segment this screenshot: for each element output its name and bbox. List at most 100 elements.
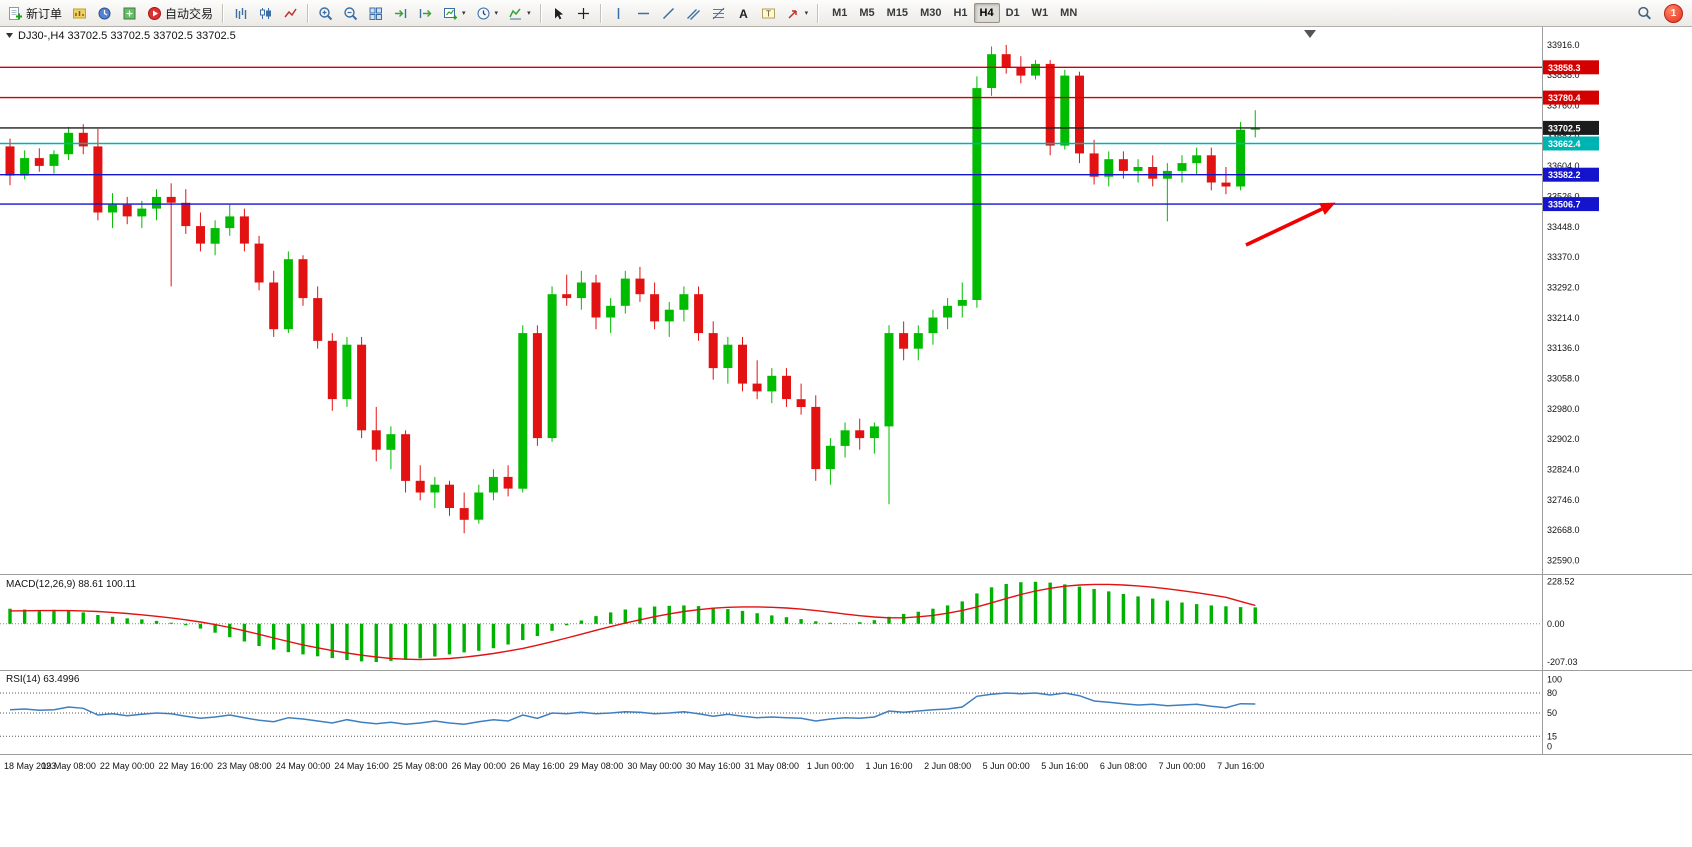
svg-text:26 May 16:00: 26 May 16:00 bbox=[510, 761, 565, 771]
svg-text:32824.0: 32824.0 bbox=[1547, 465, 1580, 475]
svg-text:33582.2: 33582.2 bbox=[1548, 170, 1581, 180]
svg-text:100: 100 bbox=[1547, 675, 1562, 685]
arrows-button[interactable]: ▾ bbox=[781, 2, 814, 24]
horizontal-line-button[interactable] bbox=[631, 2, 656, 24]
svg-text:30 May 00:00: 30 May 00:00 bbox=[627, 761, 682, 771]
trendline-button[interactable] bbox=[656, 2, 681, 24]
timeframe-w1-button[interactable]: W1 bbox=[1026, 3, 1055, 23]
svg-text:2 Jun 08:00: 2 Jun 08:00 bbox=[924, 761, 971, 771]
timeframe-h4-button[interactable]: H4 bbox=[973, 3, 1000, 23]
timeframe-toolbar: M1 M5 M15 M30 H1 H4 D1 W1 MN bbox=[826, 3, 1083, 23]
toolbar-separator bbox=[599, 3, 602, 23]
text-label-button[interactable]: T bbox=[756, 2, 781, 24]
price-chart-svg[interactable]: 33916.0 33838.0 33760.0 33682.0 33604.0 33526… bbox=[0, 27, 1692, 842]
timeframe-m30-button[interactable]: M30 bbox=[914, 3, 947, 23]
indicators-button[interactable]: ▾ bbox=[503, 2, 536, 24]
new-order-icon bbox=[8, 6, 23, 21]
svg-text:50: 50 bbox=[1547, 708, 1557, 718]
candlestick-series bbox=[5, 44, 1260, 534]
svg-text:33058.0: 33058.0 bbox=[1547, 374, 1580, 384]
crosshair-button[interactable] bbox=[571, 2, 596, 24]
new-order-button[interactable]: 新订单 bbox=[3, 2, 67, 24]
horizontal-price-lines[interactable] bbox=[0, 66, 1542, 205]
toolbar-right-group: 1 bbox=[1632, 2, 1689, 24]
channel-button[interactable] bbox=[681, 2, 706, 24]
toolbar-separator bbox=[817, 3, 820, 23]
auto-scroll-button[interactable] bbox=[388, 2, 413, 24]
navigator-button[interactable] bbox=[117, 2, 142, 24]
timeframe-mn-button[interactable]: MN bbox=[1054, 3, 1083, 23]
chart-shift-marker[interactable] bbox=[1304, 30, 1316, 38]
svg-text:33370.0: 33370.0 bbox=[1547, 252, 1580, 262]
svg-text:33760.0: 33760.0 bbox=[1547, 101, 1580, 111]
svg-text:5 Jun 00:00: 5 Jun 00:00 bbox=[983, 761, 1030, 771]
zoom-in-button[interactable] bbox=[313, 2, 338, 24]
svg-text:30 May 16:00: 30 May 16:00 bbox=[686, 761, 741, 771]
cursor-button[interactable] bbox=[546, 2, 571, 24]
chart-window[interactable]: 33916.0 33838.0 33760.0 33682.0 33604.0 33526… bbox=[0, 27, 1692, 842]
text-icon: A bbox=[736, 6, 751, 21]
svg-text:33604.0: 33604.0 bbox=[1547, 161, 1580, 171]
zoom-out-icon bbox=[343, 6, 358, 21]
periods-button[interactable]: ▾ bbox=[471, 2, 504, 24]
crosshair-icon bbox=[576, 6, 591, 21]
line-chart-button[interactable] bbox=[278, 2, 303, 24]
line-chart-icon bbox=[283, 6, 298, 21]
tile-windows-button[interactable] bbox=[363, 2, 388, 24]
svg-text:15: 15 bbox=[1547, 731, 1557, 741]
dropdown-caret: ▾ bbox=[527, 10, 531, 17]
auto-trading-label: 自动交易 bbox=[165, 6, 214, 21]
navigator-icon bbox=[122, 6, 137, 21]
svg-text:32590.0: 32590.0 bbox=[1547, 556, 1580, 566]
svg-text:33448.0: 33448.0 bbox=[1547, 222, 1580, 232]
svg-text:33682.0: 33682.0 bbox=[1547, 131, 1580, 141]
svg-text:5 Jun 16:00: 5 Jun 16:00 bbox=[1041, 761, 1088, 771]
svg-text:0.00: 0.00 bbox=[1547, 619, 1565, 629]
svg-text:33662.4: 33662.4 bbox=[1548, 139, 1581, 149]
market-watch-icon bbox=[97, 6, 112, 21]
svg-text:24 May 16:00: 24 May 16:00 bbox=[334, 761, 389, 771]
fibonacci-button[interactable] bbox=[706, 2, 731, 24]
dropdown-caret: ▾ bbox=[804, 10, 809, 17]
timeframe-m5-button[interactable]: M5 bbox=[853, 3, 880, 23]
timeframe-m1-button[interactable]: M1 bbox=[826, 3, 853, 23]
auto-scroll-icon bbox=[393, 6, 408, 21]
vertical-line-icon bbox=[611, 6, 626, 21]
panel-frames bbox=[0, 27, 1692, 755]
timeframe-h1-button[interactable]: H1 bbox=[947, 3, 973, 23]
timeframe-m15-button[interactable]: M15 bbox=[881, 3, 914, 23]
search-icon bbox=[1637, 6, 1652, 21]
market-watch-button[interactable] bbox=[92, 2, 117, 24]
chart-shift-button[interactable] bbox=[413, 2, 438, 24]
svg-text:29 May 08:00: 29 May 08:00 bbox=[569, 761, 624, 771]
notification-badge[interactable]: 1 bbox=[1664, 3, 1683, 23]
price-line-badges: 33858.3 33780.4 33702.5 33662.4 33582.2 33506… bbox=[1543, 60, 1599, 212]
new-chart-button[interactable]: ▾ bbox=[438, 2, 471, 24]
text-button[interactable]: A bbox=[731, 2, 756, 24]
candlestick-chart-button[interactable] bbox=[253, 2, 278, 24]
svg-text:31 May 08:00: 31 May 08:00 bbox=[745, 761, 800, 771]
svg-text:33702.5: 33702.5 bbox=[1548, 123, 1581, 133]
auto-trading-button[interactable]: 自动交易 bbox=[142, 2, 218, 24]
timeframe-d1-button[interactable]: D1 bbox=[1000, 3, 1026, 23]
svg-text:7 Jun 00:00: 7 Jun 00:00 bbox=[1158, 761, 1205, 771]
svg-text:23 May 08:00: 23 May 08:00 bbox=[217, 761, 272, 771]
annotation-arrow[interactable] bbox=[1245, 202, 1336, 247]
search-button[interactable] bbox=[1632, 2, 1657, 24]
svg-text:7 Jun 16:00: 7 Jun 16:00 bbox=[1217, 761, 1264, 771]
toolbar-separator bbox=[539, 3, 542, 23]
svg-text:22 May 00:00: 22 May 00:00 bbox=[100, 761, 155, 771]
svg-text:33214.0: 33214.0 bbox=[1547, 313, 1580, 323]
bar-chart-button[interactable] bbox=[228, 2, 253, 24]
svg-text:33136.0: 33136.0 bbox=[1547, 343, 1580, 353]
vertical-line-button[interactable] bbox=[606, 2, 631, 24]
price-axis[interactable]: 33916.0 33838.0 33760.0 33682.0 33604.0 33526… bbox=[1547, 40, 1580, 566]
new-order-label: 新订单 bbox=[26, 6, 63, 21]
toolbar-separator bbox=[307, 3, 310, 23]
zoom-in-icon bbox=[318, 6, 333, 21]
chart-profiles-button[interactable] bbox=[67, 2, 92, 24]
cursor-arrow-icon bbox=[551, 6, 566, 21]
zoom-out-button[interactable] bbox=[338, 2, 363, 24]
svg-text:33858.3: 33858.3 bbox=[1548, 63, 1581, 73]
